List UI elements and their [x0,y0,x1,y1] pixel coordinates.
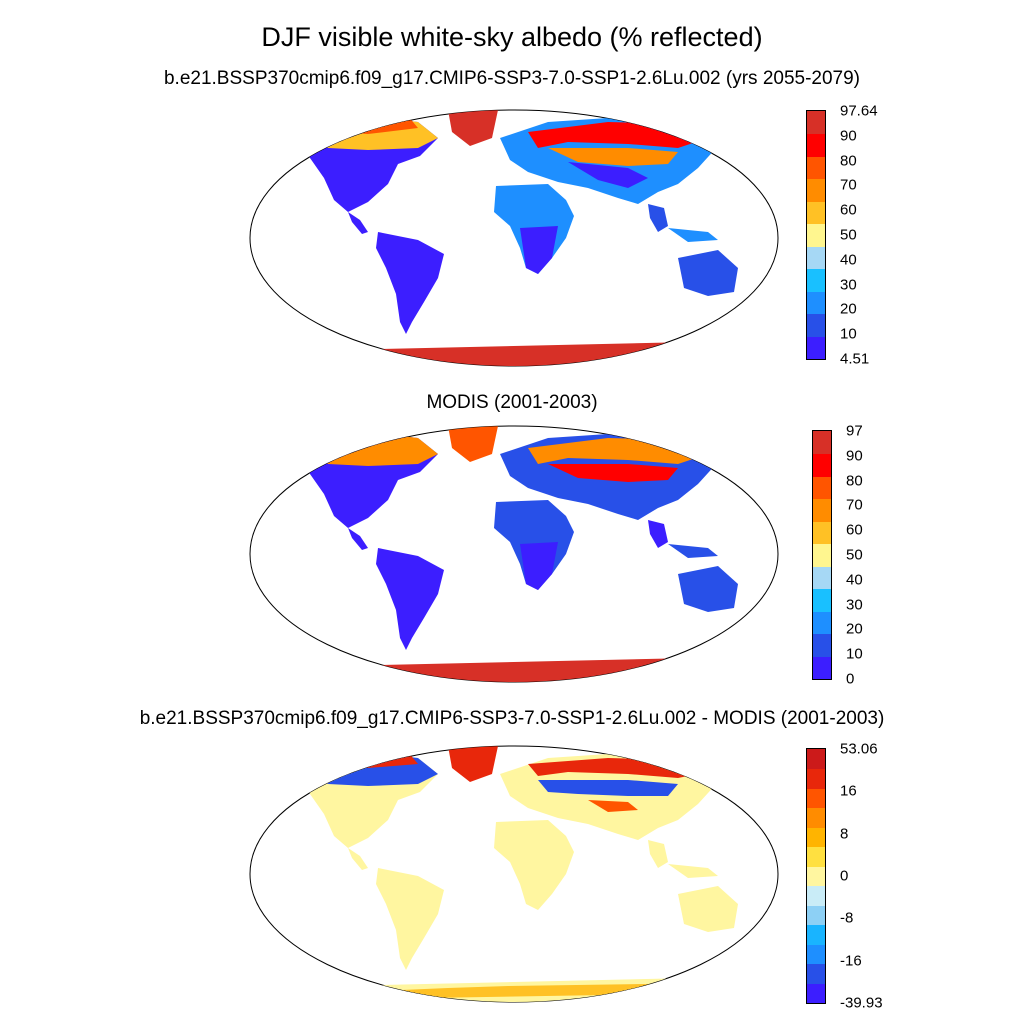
world-map-panel-2 [249,425,779,683]
colorbar-swatch [806,223,826,247]
panel-1-subtitle: b.e21.BSSP370cmip6.f09_g17.CMIP6-SSP3-7.… [163,68,861,89]
panel-2-colorbar: 97 90 80 70 60 50 40 30 20 10 0 [812,423,863,688]
colorbar-label: 80 [840,152,857,170]
panel-3-colorbar: 53.06 16 8 0 -8 -16 -39.93 [806,741,883,1012]
colorbar-swatch [806,866,826,887]
colorbar-swatch [806,905,826,926]
colorbar-swatch [806,246,826,270]
colorbar-label: 8 [840,825,849,843]
colorbar-swatch [812,521,832,545]
colorbar-label: 60 [846,521,863,539]
colorbar-label: 20 [840,300,857,318]
panel-2-map [248,424,780,684]
colorbar-label: 10 [840,325,857,343]
colorbar-swatch [812,543,832,567]
colorbar-swatch [812,431,832,455]
colorbar-label: 30 [840,276,857,294]
colorbar-label: 97.64 [840,102,878,120]
colorbar-swatch [806,885,826,906]
figure-title: DJF visible white-sky albedo (% reflecte… [261,22,763,52]
colorbar-swatch [812,611,832,635]
colorbar-label: 53.06 [840,740,878,758]
colorbar-label: -8 [840,909,854,927]
colorbar-label: 70 [846,496,863,514]
colorbar-label: 50 [840,226,857,244]
colorbar-label: 30 [846,596,863,614]
colorbar-swatch [806,944,826,965]
colorbar-label: 90 [846,447,863,465]
panel-1-map [248,108,780,368]
colorbar-label: 16 [840,782,857,800]
colorbar-label: 4.51 [840,350,870,368]
colorbar-label: 90 [840,127,857,145]
colorbar-swatch [806,156,826,180]
colorbar-swatch [812,656,832,680]
world-map-panel-1 [249,109,779,367]
colorbar-label: -39.93 [840,994,883,1012]
colorbar-swatch [806,268,826,292]
colorbar-swatch [806,133,826,157]
panel-3-map [248,744,780,1004]
colorbar-swatch [812,453,832,477]
colorbar-swatch [806,749,826,770]
world-map-panel-3 [249,745,779,1003]
colorbar-swatch [806,827,826,848]
colorbar-swatch [806,111,826,135]
colorbar-label: 0 [840,867,849,885]
colorbar-label: 60 [840,201,857,219]
colorbar-swatch [812,588,832,612]
colorbar-label: -16 [840,952,862,970]
colorbar-label: 97 [846,422,863,440]
colorbar-swatch [806,291,826,315]
colorbar-swatch [806,336,826,360]
colorbar-swatch [806,178,826,202]
colorbar-swatch [806,924,826,945]
panel-1-colorbar: 97.64 90 80 70 60 50 40 30 20 10 4.51 [806,103,878,368]
colorbar-swatch [812,498,832,522]
colorbar-swatch [806,963,826,984]
panel-3-subtitle: b.e21.BSSP370cmip6.f09_g17.CMIP6-SSP3-7.… [139,708,885,729]
colorbar-label: 70 [840,176,857,194]
panel-2-subtitle: MODIS (2001-2003) [426,392,598,413]
colorbar-swatch [806,201,826,225]
colorbar-swatch [812,476,832,500]
colorbar-label: 0 [846,670,855,688]
colorbar-swatch [806,846,826,867]
colorbar-swatch [806,983,826,1004]
colorbar-label: 80 [846,472,863,490]
colorbar-swatch [812,566,832,590]
colorbar-label: 20 [846,620,863,638]
colorbar-swatch [806,788,826,809]
colorbar-swatch [806,313,826,337]
colorbar-label: 40 [846,571,863,589]
colorbar-swatch [812,633,832,657]
colorbar-swatch [806,807,826,828]
colorbar-label: 40 [840,251,857,269]
colorbar-label: 50 [846,546,863,564]
colorbar-label: 10 [846,645,863,663]
colorbar-swatch [806,768,826,789]
